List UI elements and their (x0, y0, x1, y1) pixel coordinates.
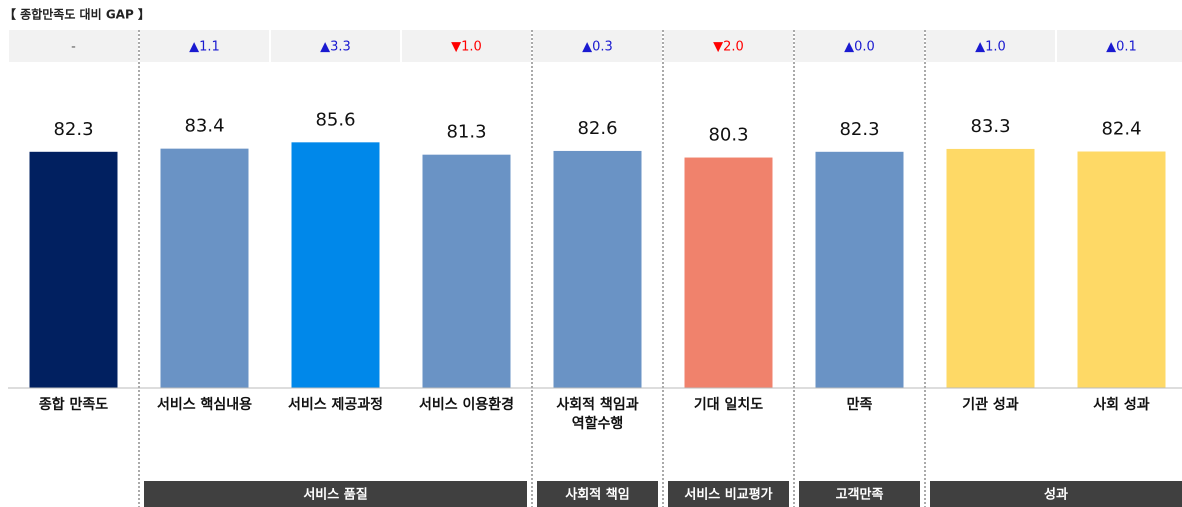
gap-label: ▲0.0 (844, 40, 875, 55)
chart-title: 【 종합만족도 대비 GAP 】 (4, 7, 150, 22)
group-band (930, 481, 1182, 507)
category-label: 사회 성과 (1093, 397, 1150, 413)
value-label: 85.6 (315, 109, 355, 130)
gap-label: - (71, 40, 76, 55)
value-label: 82.6 (577, 118, 617, 139)
group-band (537, 481, 658, 507)
gap-label: ▲3.3 (320, 40, 351, 55)
bar (160, 148, 249, 388)
gap-cell (1057, 30, 1182, 62)
gap-cell (9, 30, 138, 62)
bar (291, 142, 380, 388)
gap-label: ▼2.0 (713, 40, 744, 55)
gap-cell (795, 30, 924, 62)
group-band (668, 481, 789, 507)
group-band (144, 481, 527, 507)
value-label: 80.3 (708, 125, 748, 146)
bar (815, 151, 904, 388)
category-label: 사회적 책임과 역할수행 (556, 397, 639, 432)
value-label: 82.3 (53, 119, 93, 140)
value-label: 81.3 (446, 122, 486, 143)
bar (422, 154, 511, 388)
gap-label: ▲0.1 (1106, 40, 1137, 55)
group-label: 고객만족 (836, 487, 884, 503)
gap-label: ▲1.1 (189, 40, 220, 55)
gap-cell (664, 30, 793, 62)
value-label: 82.3 (839, 119, 879, 140)
value-label: 82.4 (1101, 119, 1141, 140)
group-label: 서비스 비교평가 (684, 487, 772, 503)
group-band (799, 481, 920, 507)
category-label: 기대 일치도 (693, 397, 764, 413)
category-label: 만족 (846, 397, 873, 413)
bar (946, 148, 1035, 388)
category-label: 기관 성과 (962, 397, 1019, 413)
bar (684, 157, 773, 388)
group-label: 서비스 품질 (303, 488, 367, 503)
gap-label: ▼1.0 (451, 40, 482, 55)
bar (553, 150, 642, 388)
gap-label: ▲1.0 (975, 40, 1006, 55)
bar (1077, 151, 1166, 388)
gap-label: ▲0.3 (582, 40, 613, 55)
value-label: 83.3 (970, 116, 1010, 137)
group-label: 사회적 책임 (565, 487, 629, 503)
category-label: 서비스 이용환경 (418, 397, 515, 413)
gap-cell (926, 30, 1055, 62)
value-label: 83.4 (184, 116, 224, 137)
category-label: 서비스 제공과정 (287, 397, 384, 413)
gap-cell (533, 30, 662, 62)
category-label: 서비스 핵심내용 (156, 397, 253, 413)
gap-cell (402, 30, 531, 62)
bar (29, 151, 118, 388)
gap-cell (140, 30, 269, 62)
group-label: 성과 (1044, 488, 1068, 503)
gap-cell (271, 30, 400, 62)
category-label: 종합 만족도 (38, 397, 109, 413)
